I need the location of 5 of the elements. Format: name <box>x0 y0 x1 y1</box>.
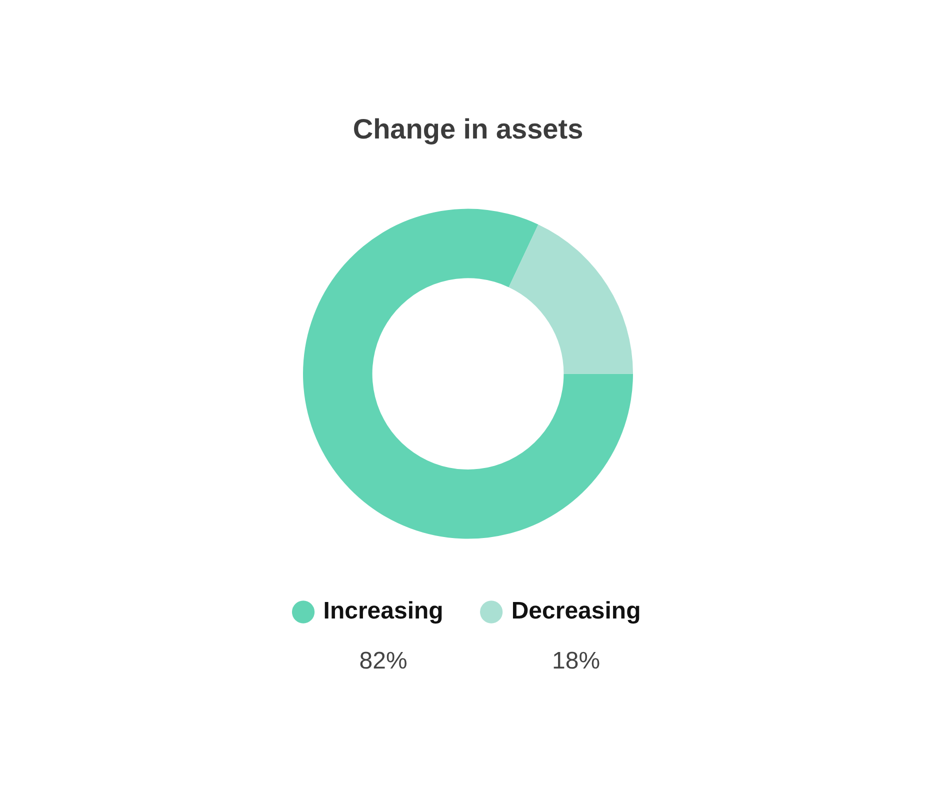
legend-label: Increasing <box>323 598 444 625</box>
chart-title: Change in assets <box>352 114 584 145</box>
legend-label: Decreasing <box>511 598 641 625</box>
data-label: 82% <box>359 648 408 675</box>
data-label: 18% <box>552 648 600 675</box>
